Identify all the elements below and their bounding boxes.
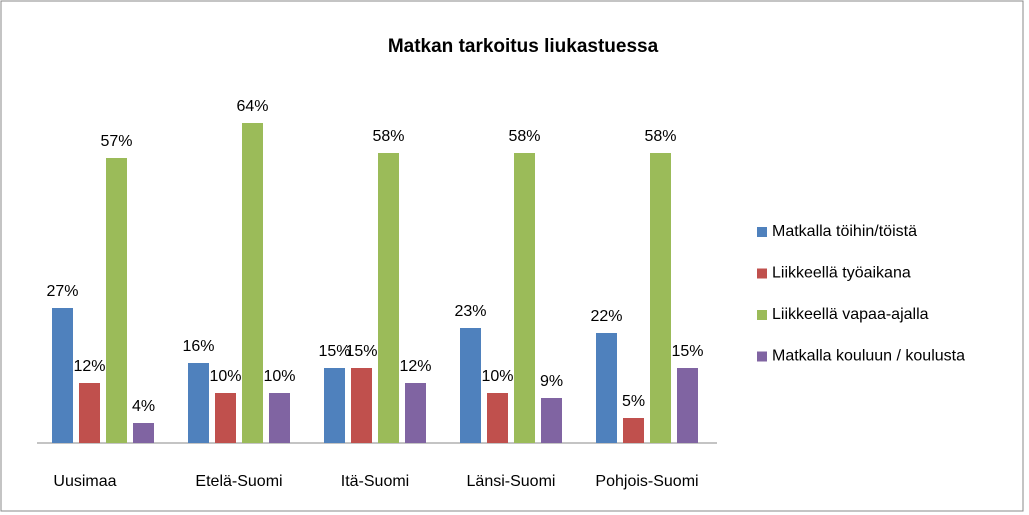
bar xyxy=(79,383,100,443)
data-label: 10% xyxy=(209,368,241,385)
legend-label: Liikkeellä vapaa-ajalla xyxy=(772,306,929,323)
data-label: 58% xyxy=(372,128,404,145)
bar xyxy=(324,368,345,443)
x-tick-label: Etelä-Suomi xyxy=(195,473,282,490)
x-tick-label: Pohjois-Suomi xyxy=(595,473,698,490)
data-label: 64% xyxy=(236,98,268,115)
x-tick-label: Uusimaa xyxy=(53,473,116,490)
legend-swatch xyxy=(757,227,767,237)
bar xyxy=(487,393,508,443)
data-label: 16% xyxy=(182,338,214,355)
bar xyxy=(596,333,617,443)
data-label: 5% xyxy=(622,393,645,410)
data-label: 23% xyxy=(454,303,486,320)
data-label: 10% xyxy=(481,368,513,385)
legend-swatch xyxy=(757,351,767,362)
data-label: 4% xyxy=(132,398,155,415)
bar xyxy=(460,328,481,443)
data-label: 15% xyxy=(671,343,703,360)
legend-swatch xyxy=(757,310,767,320)
data-label: 15% xyxy=(345,343,377,360)
bar xyxy=(677,368,698,443)
data-label: 22% xyxy=(590,308,622,325)
bar xyxy=(269,393,290,443)
data-label: 57% xyxy=(100,133,132,150)
data-label: 15% xyxy=(318,343,350,360)
bar xyxy=(541,398,562,443)
data-label: 12% xyxy=(399,358,431,375)
bar xyxy=(106,158,127,443)
legend-label: Matkalla töihin/töistä xyxy=(772,223,917,240)
bar xyxy=(378,153,399,443)
bar xyxy=(650,153,671,443)
bar xyxy=(188,363,209,443)
bar xyxy=(242,123,263,443)
x-tick-label: Länsi-Suomi xyxy=(467,473,556,490)
bar xyxy=(215,393,236,443)
data-label: 9% xyxy=(540,373,563,390)
x-tick-label: Itä-Suomi xyxy=(341,473,409,490)
legend-label: Matkalla kouluun / koulusta xyxy=(772,348,965,365)
bar xyxy=(514,153,535,443)
chart-title: Matkan tarkoitus liukastuessa xyxy=(388,36,659,57)
bar xyxy=(52,308,73,443)
data-label: 10% xyxy=(263,368,295,385)
data-label: 58% xyxy=(508,128,540,145)
legend-label: Liikkeellä työaikana xyxy=(772,265,911,282)
bar xyxy=(623,418,644,443)
legend-swatch xyxy=(757,268,767,279)
data-label: 12% xyxy=(73,358,105,375)
data-label: 58% xyxy=(644,128,676,145)
bar xyxy=(405,383,426,443)
data-label: 27% xyxy=(46,283,78,300)
bar xyxy=(133,423,154,443)
bar xyxy=(351,368,372,443)
